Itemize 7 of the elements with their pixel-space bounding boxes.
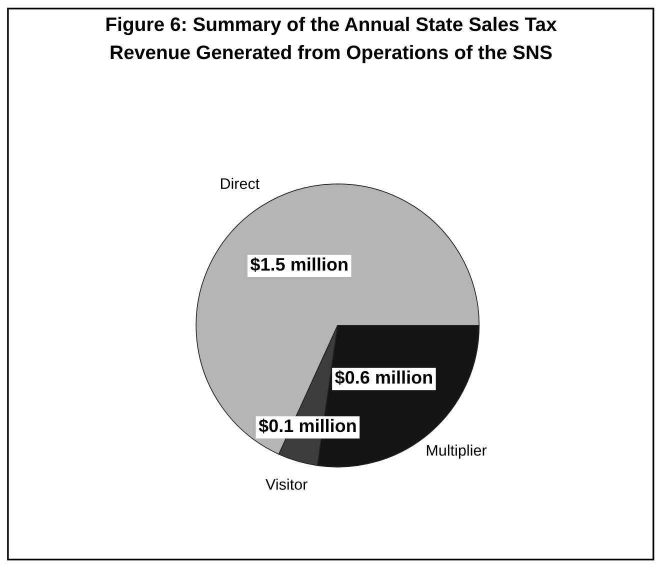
data-label: $0.1 million [258, 418, 356, 434]
slice-label: Multiplier [426, 444, 487, 459]
data-label: $1.5 million [250, 257, 348, 272]
chart-title: Figure 6: Summary of the Annual State Sales Tax Revenue Generated from Operations of the SNS [106, 16, 557, 64]
slice-label: Visitor [266, 478, 308, 490]
slice-label: Direct [220, 178, 260, 190]
data-label: $0.6 million [335, 370, 432, 385]
